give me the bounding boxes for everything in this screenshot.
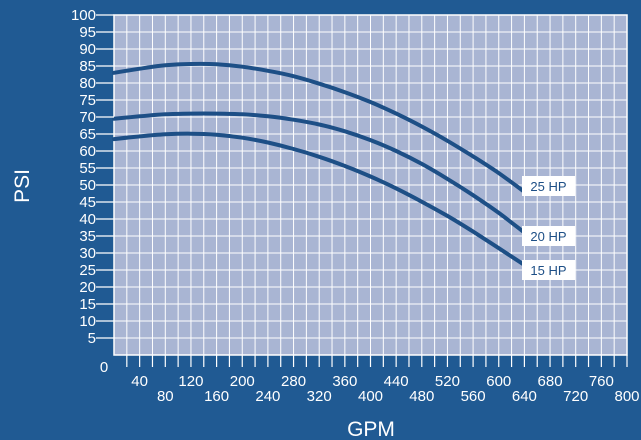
x-axis-ticks: 40 120 200 280 360 440 520 600 680 760 80 160 240 320… (126, 355, 640, 405)
y-tick-label: 45 (79, 194, 96, 211)
x-tick-label: 40 (131, 373, 148, 390)
y-tick-label: 10 (79, 313, 96, 330)
curves (112, 61, 527, 267)
curve-20-hp (112, 111, 527, 235)
y-tick-label: 50 (79, 177, 96, 194)
x-tick-label: 520 (435, 373, 460, 390)
x-tick-label: 640 (512, 388, 537, 405)
curve-15-hp (112, 131, 527, 267)
x-tick-label: 440 (384, 373, 409, 390)
x-tick-label: 400 (358, 388, 383, 405)
y-tick-label: 85 (79, 58, 96, 75)
x-tick-label: 800 (614, 388, 639, 405)
curve-label-box (522, 176, 575, 196)
y-tick-label: 60 (79, 143, 96, 160)
x-tick-label: 720 (563, 388, 588, 405)
x-tick-label: 560 (461, 388, 486, 405)
y-tick-label: 90 (79, 41, 96, 58)
x-tick-label: 320 (307, 388, 332, 405)
x-tick-label: 160 (204, 388, 229, 405)
x-axis-title: GPM (347, 418, 395, 440)
x-tick-label: 80 (157, 388, 174, 405)
x-tick-label: 480 (409, 388, 434, 405)
curve-label-15-hp: 15 HP (522, 260, 575, 280)
x-tick-label: 680 (538, 373, 563, 390)
curve-label-text: 15 HP (530, 263, 566, 278)
curve-label-text: 25 HP (530, 179, 566, 194)
y-tick-label: 80 (79, 75, 96, 92)
x-tick-label: 200 (230, 373, 255, 390)
y-tick-label: 100 (71, 7, 96, 24)
curve-label-20-hp: 20 HP (522, 226, 575, 246)
y-axis-title: PSI (11, 169, 34, 203)
y-tick-label: 20 (79, 279, 96, 296)
curve-label-25-hp: 25 HP (522, 176, 575, 196)
curve-labels: 25 HP 20 HP 15 HP (522, 176, 575, 280)
y-tick-label: 95 (79, 24, 96, 41)
curve-25-hp (112, 61, 527, 194)
x-tick-label: 120 (178, 373, 203, 390)
y-tick-label: 40 (79, 211, 96, 228)
grid (113, 14, 628, 356)
y-tick-label: 55 (79, 160, 96, 177)
x-tick-label: 240 (255, 388, 280, 405)
x-tick-label: 760 (589, 373, 614, 390)
x-tick-label: 600 (486, 373, 511, 390)
y-tick-label: 70 (79, 109, 96, 126)
y-tick-label: 65 (79, 126, 96, 143)
y-tick-label: 5 (88, 330, 96, 347)
y-tick-label: 15 (79, 296, 96, 313)
y-tick-label: 25 (79, 262, 96, 279)
curve-label-box (522, 226, 575, 246)
x-tick-label: 360 (332, 373, 357, 390)
x-tick-label: 280 (281, 373, 306, 390)
y-tick-label: 75 (79, 92, 96, 109)
curve-label-box (522, 260, 575, 280)
y-tick-label: 35 (79, 228, 96, 245)
y-tick-label: 30 (79, 245, 96, 262)
curve-label-text: 20 HP (530, 229, 566, 244)
origin-tick-label: 0 (100, 359, 108, 376)
